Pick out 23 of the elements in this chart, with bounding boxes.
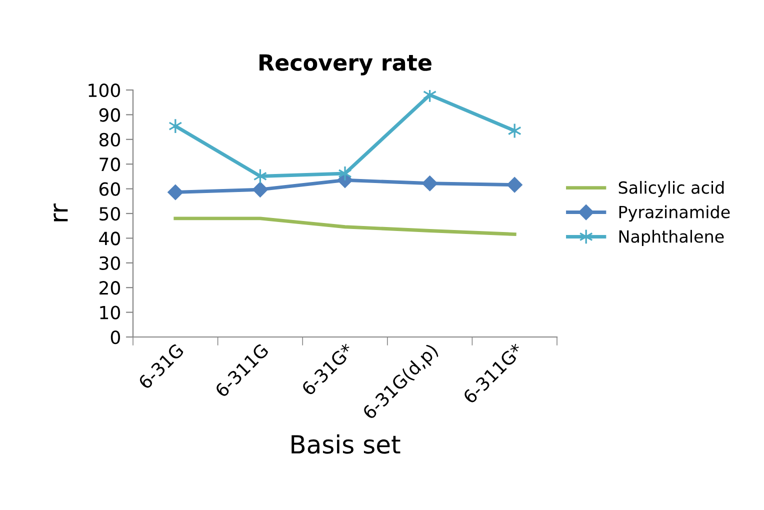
- legend-label: Naphthalene: [619, 230, 724, 246]
- point: [506, 177, 522, 193]
- legend-label: Salicylic acid: [618, 180, 724, 198]
- y-tick-label: 70: [100, 158, 120, 172]
- point: [422, 176, 438, 192]
- y-tick-label: 80: [99, 132, 120, 147]
- y-axis-title: rr: [54, 203, 68, 222]
- y-tick-label: 60: [99, 182, 120, 196]
- y-tick-label: 90: [99, 108, 120, 122]
- chart-title: Recovery rate: [260, 54, 432, 76]
- y-tick-label: 20: [100, 281, 120, 295]
- y-tick-label: 50: [100, 206, 120, 221]
- point: [338, 166, 352, 182]
- point: [168, 184, 184, 200]
- y-tick-label: 30: [100, 256, 120, 270]
- x-axis-title: Basis set: [292, 434, 400, 454]
- y-tick-label: 10: [100, 306, 120, 320]
- line-series: [174, 216, 516, 236]
- y-tick-label: 100: [88, 83, 120, 98]
- point: [252, 182, 268, 198]
- y-tick-label: 40: [99, 232, 120, 246]
- y-tick-label: 0: [110, 330, 120, 344]
- legend-label: Pyrazinamide: [619, 205, 730, 222]
